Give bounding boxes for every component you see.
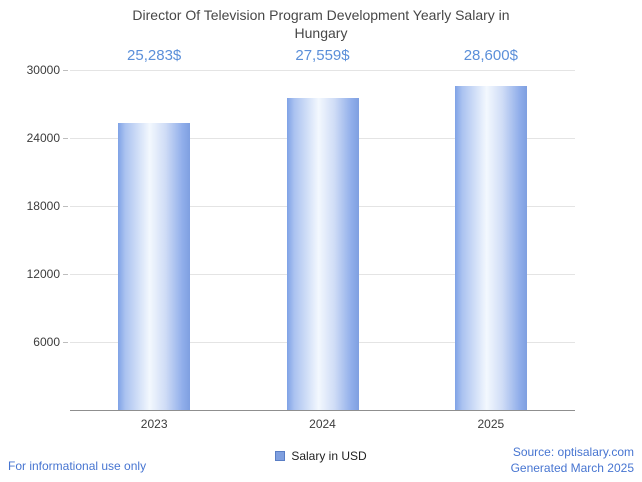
- legend-label: Salary in USD: [291, 449, 367, 463]
- bar-2023: [118, 123, 191, 410]
- y-axis-tick-label: 24000: [26, 131, 60, 145]
- y-axis-tick-label: 18000: [26, 199, 60, 213]
- y-axis-tick: [63, 342, 68, 343]
- y-axis-tick-label: 6000: [33, 335, 60, 349]
- plot-area: [70, 70, 575, 411]
- generated-date: Generated March 2025: [510, 461, 634, 475]
- y-axis-tick: [63, 138, 68, 139]
- bar-value-label: 27,559$: [295, 47, 350, 64]
- legend: Salary in USD: [0, 449, 642, 463]
- x-axis-category-label: 2023: [140, 417, 168, 431]
- source-info: Source: optisalary.com Generated March 2…: [511, 444, 634, 476]
- chart-title: Director Of Television Program Developme…: [132, 7, 510, 41]
- y-axis-tick: [63, 70, 68, 71]
- y-axis-tick: [63, 206, 68, 207]
- source-link[interactable]: Source: optisalary.com: [512, 445, 634, 459]
- bar-2024: [286, 98, 359, 410]
- y-axis-tick-label: 12000: [26, 267, 60, 281]
- x-axis-category-label: 2025: [477, 417, 505, 431]
- bar-value-label: 25,283$: [127, 47, 182, 64]
- bar-2025: [454, 86, 527, 410]
- legend-swatch-icon: [275, 451, 286, 461]
- gridline: [70, 70, 575, 71]
- disclaimer-text: For informational use only: [8, 459, 147, 473]
- y-axis-tick-label: 30000: [26, 63, 60, 77]
- bar-value-label: 28,600$: [463, 47, 518, 64]
- x-axis-category-label: 2024: [309, 417, 336, 431]
- y-axis-tick: [63, 274, 68, 275]
